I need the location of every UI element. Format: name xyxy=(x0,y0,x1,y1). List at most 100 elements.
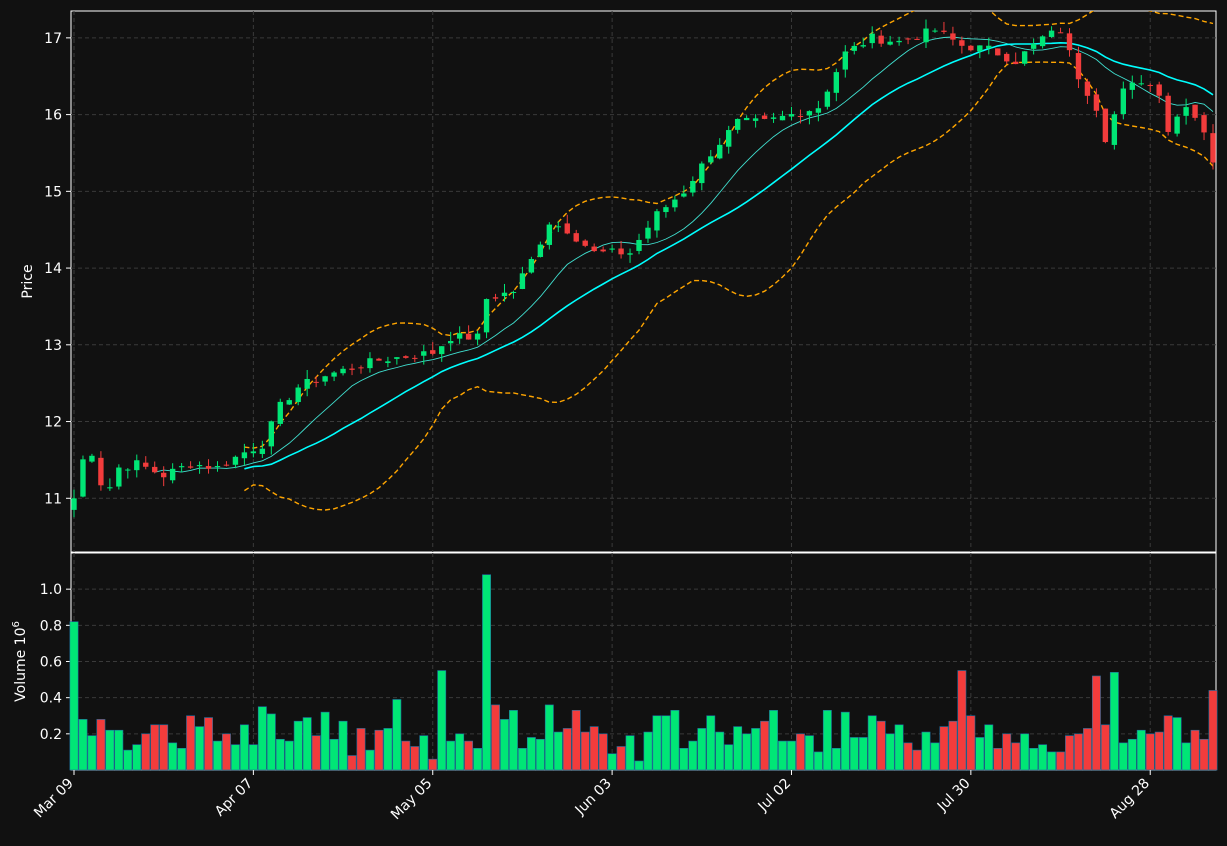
volume-bar xyxy=(329,738,339,771)
volume-bar xyxy=(204,717,213,771)
volume-bar xyxy=(813,751,823,771)
candle xyxy=(223,461,230,467)
candle xyxy=(313,376,319,388)
candle xyxy=(770,112,777,123)
volume-bar xyxy=(625,735,635,771)
volume-bar xyxy=(787,740,796,771)
volume-bar xyxy=(984,724,994,771)
candle-body xyxy=(752,118,759,121)
price-y-tick-label: 14 xyxy=(44,261,62,277)
candle xyxy=(358,365,364,374)
candle-body xyxy=(1210,133,1216,163)
volume-bar xyxy=(482,574,491,771)
candle-body xyxy=(89,455,95,462)
candle xyxy=(134,454,140,478)
candle-body xyxy=(304,378,310,389)
candle-body xyxy=(636,239,642,251)
candle xyxy=(941,21,947,35)
candle xyxy=(403,355,409,359)
volume-bar xyxy=(446,740,456,771)
candle-body xyxy=(842,51,848,70)
candle xyxy=(743,115,750,121)
candle-body xyxy=(690,180,696,193)
candle-body xyxy=(779,115,786,121)
volume-bar xyxy=(1065,735,1074,771)
candle xyxy=(1021,51,1028,66)
candle xyxy=(169,463,176,484)
volume-bar xyxy=(796,733,805,771)
volume-bar xyxy=(921,731,931,771)
volume-bar xyxy=(177,747,187,771)
candle xyxy=(304,369,310,397)
volume-bar xyxy=(571,710,581,771)
volume-bar xyxy=(186,715,196,771)
candle xyxy=(636,233,642,255)
candle-body xyxy=(394,357,400,359)
volume-bar xyxy=(580,731,590,771)
candle-body xyxy=(546,224,553,245)
candle xyxy=(681,185,687,198)
ma-slow-line xyxy=(244,41,1214,470)
candle xyxy=(1030,38,1037,55)
volume-bar xyxy=(284,740,294,771)
candle-body xyxy=(250,451,257,454)
candle xyxy=(143,456,149,470)
candle xyxy=(1075,46,1082,89)
volume-bar xyxy=(356,728,366,771)
volume-bar xyxy=(347,755,357,771)
candle xyxy=(430,342,436,356)
candle-body xyxy=(618,248,624,255)
candle-body xyxy=(600,249,606,252)
candle xyxy=(98,451,104,491)
volume-bar xyxy=(293,720,303,771)
volume-bar xyxy=(1083,728,1092,771)
candle-body xyxy=(98,457,104,486)
candle xyxy=(905,37,911,45)
candle-body xyxy=(806,111,813,116)
volume-bar xyxy=(517,747,527,771)
candle xyxy=(1066,28,1073,57)
volume-bar xyxy=(1190,729,1200,771)
volume-bar xyxy=(544,704,554,771)
candle xyxy=(609,244,615,253)
candle xyxy=(196,461,203,474)
volume-bar xyxy=(1038,744,1048,771)
candle-body xyxy=(340,368,346,374)
candle-body xyxy=(627,253,633,255)
candle xyxy=(80,455,86,498)
candle-body xyxy=(968,45,974,51)
candle xyxy=(672,195,678,212)
volume-bar xyxy=(437,670,447,771)
volume-bar xyxy=(1172,717,1182,771)
candle-body xyxy=(1111,114,1118,145)
candle xyxy=(734,118,741,134)
candle-body xyxy=(295,387,301,403)
candle-body xyxy=(654,211,660,231)
candle xyxy=(761,112,768,120)
volume-bar xyxy=(724,744,734,771)
candle-body xyxy=(322,376,328,382)
price-y-tick-label: 17 xyxy=(44,31,62,47)
candle xyxy=(878,30,884,47)
volume-bar xyxy=(87,735,97,771)
candle-body xyxy=(456,333,463,339)
volume-bar xyxy=(96,719,106,771)
candle xyxy=(474,330,481,346)
volume-bar xyxy=(105,729,115,771)
candle xyxy=(152,461,158,474)
candle xyxy=(663,204,669,218)
candle xyxy=(1192,104,1198,121)
candle-body xyxy=(869,33,875,44)
candle xyxy=(600,246,606,253)
volume-bar xyxy=(1118,742,1128,771)
volume-y-tick-label: 0.6 xyxy=(40,655,62,671)
volume-bar xyxy=(239,724,249,771)
candle xyxy=(1210,124,1216,170)
candle xyxy=(1120,81,1127,120)
volume-bar xyxy=(598,733,608,771)
candle-body xyxy=(591,246,597,252)
candle-body xyxy=(1147,84,1153,86)
volume-bar xyxy=(652,715,662,771)
candle xyxy=(1111,111,1118,150)
volume-bar xyxy=(410,746,420,771)
